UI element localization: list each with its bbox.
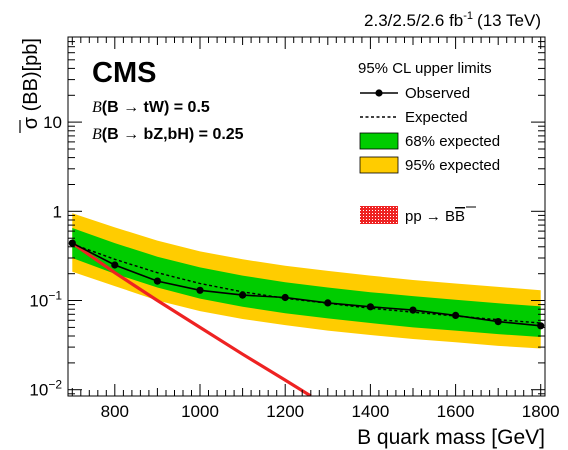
axis-tick-labels: 800 1000 1200 1400 1600 1800 10−2 10−1 1 10 [29, 113, 559, 421]
legend-observed-marker [375, 89, 383, 97]
svg-text:σ (BB)[pb]: σ (BB)[pb] [20, 38, 42, 129]
x-tick-label: 1600 [437, 402, 475, 421]
observed-point [153, 277, 161, 285]
expected-bands [72, 213, 541, 349]
legend-observed-label: Observed [405, 85, 470, 102]
legend-95-swatch [359, 156, 399, 174]
legend-95-label: 95% expected [405, 157, 500, 174]
legend: 95% CL upper limits Observed Expected 68… [358, 60, 500, 225]
observed-limit-line [71, 242, 541, 327]
observed-point [281, 293, 289, 302]
axis-ticks [68, 36, 545, 396]
limit-lines [71, 241, 541, 396]
observed-point [111, 261, 119, 269]
legend-theory-label: pp → BB [405, 208, 465, 225]
legend-68-label: 68% expected [405, 133, 500, 150]
plot-frame [67, 36, 546, 397]
y-tick-label: 1 [53, 202, 62, 221]
observed-point [409, 306, 417, 314]
x-axis-title: B quark mass [GeV] [357, 426, 545, 449]
observed-point [196, 286, 204, 294]
observed-point [537, 322, 545, 330]
y-tick-label: 10−2 [29, 378, 62, 400]
band-68-expected [72, 228, 541, 337]
experiment-label: CMS [92, 57, 156, 89]
y-axis-title: σ (BB)[pb] [19, 38, 42, 133]
y-tick-label: 10−1 [29, 289, 62, 311]
x-tick-label: 800 [101, 402, 129, 421]
legend-expected-label: Expected [405, 109, 468, 126]
branching-ratio-tw: B(B → tW) = 0.5 [92, 99, 210, 116]
y-tick-label: 10 [43, 113, 62, 132]
x-tick-label: 1000 [181, 402, 219, 421]
observed-point [452, 311, 460, 319]
legend-68-swatch [359, 132, 399, 150]
observed-point [324, 299, 332, 307]
observed-point [494, 318, 502, 326]
legend-header: 95% CL upper limits [358, 60, 492, 77]
observed-point [68, 239, 76, 247]
x-tick-label: 1400 [351, 402, 389, 421]
observed-point [366, 303, 374, 311]
x-tick-label: 1200 [266, 402, 304, 421]
legend-theory-swatch [360, 206, 398, 224]
theory-cross-section-line [71, 241, 312, 396]
lumi-label: 2.3/2.5/2.6 fb-1 (13 TeV) [364, 10, 541, 30]
branching-ratio-bz-bh: B(B → bZ,bH) = 0.25 [92, 126, 244, 143]
observed-point [239, 291, 247, 299]
x-tick-label: 1800 [522, 402, 560, 421]
